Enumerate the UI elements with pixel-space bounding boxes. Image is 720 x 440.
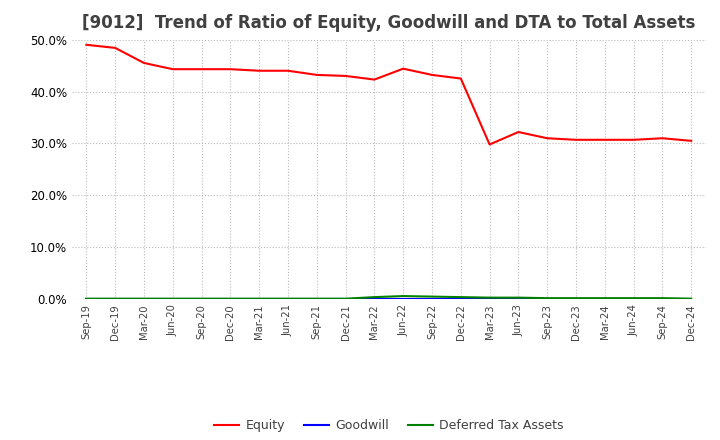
Goodwill — [514, 297, 523, 302]
Deferred Tax Assets — [572, 296, 580, 301]
Equity — [514, 129, 523, 135]
Deferred Tax Assets — [456, 294, 465, 300]
Deferred Tax Assets — [600, 296, 609, 301]
Goodwill — [629, 297, 638, 302]
Equity — [485, 142, 494, 147]
Goodwill — [456, 297, 465, 302]
Equity — [284, 68, 292, 73]
Goodwill — [399, 297, 408, 302]
Equity — [658, 136, 667, 141]
Goodwill — [572, 297, 580, 302]
Equity — [82, 42, 91, 48]
Goodwill — [140, 297, 148, 302]
Deferred Tax Assets — [255, 296, 264, 301]
Deferred Tax Assets — [428, 294, 436, 299]
Goodwill — [168, 297, 177, 302]
Equity — [543, 136, 552, 141]
Title: [9012]  Trend of Ratio of Equity, Goodwill and DTA to Total Assets: [9012] Trend of Ratio of Equity, Goodwil… — [82, 15, 696, 33]
Equity — [600, 137, 609, 143]
Equity — [687, 138, 696, 143]
Deferred Tax Assets — [140, 296, 148, 301]
Goodwill — [341, 297, 350, 302]
Equity — [341, 73, 350, 79]
Equity — [140, 60, 148, 66]
Deferred Tax Assets — [284, 296, 292, 301]
Deferred Tax Assets — [399, 293, 408, 299]
Deferred Tax Assets — [341, 296, 350, 301]
Equity — [226, 66, 235, 72]
Goodwill — [82, 297, 91, 302]
Equity — [629, 137, 638, 143]
Equity — [572, 137, 580, 143]
Goodwill — [600, 297, 609, 302]
Deferred Tax Assets — [82, 296, 91, 301]
Deferred Tax Assets — [687, 296, 696, 301]
Equity — [111, 45, 120, 51]
Equity — [255, 68, 264, 73]
Equity — [456, 76, 465, 81]
Deferred Tax Assets — [370, 294, 379, 300]
Line: Equity: Equity — [86, 45, 691, 144]
Deferred Tax Assets — [111, 296, 120, 301]
Equity — [370, 77, 379, 82]
Deferred Tax Assets — [485, 295, 494, 300]
Deferred Tax Assets — [312, 296, 321, 301]
Goodwill — [226, 297, 235, 302]
Equity — [428, 72, 436, 77]
Deferred Tax Assets — [168, 296, 177, 301]
Legend: Equity, Goodwill, Deferred Tax Assets: Equity, Goodwill, Deferred Tax Assets — [210, 414, 568, 437]
Goodwill — [284, 297, 292, 302]
Goodwill — [543, 297, 552, 302]
Goodwill — [111, 297, 120, 302]
Goodwill — [312, 297, 321, 302]
Goodwill — [428, 297, 436, 302]
Equity — [197, 66, 206, 72]
Goodwill — [255, 297, 264, 302]
Goodwill — [197, 297, 206, 302]
Goodwill — [370, 297, 379, 302]
Deferred Tax Assets — [658, 296, 667, 301]
Goodwill — [687, 297, 696, 302]
Deferred Tax Assets — [514, 295, 523, 300]
Deferred Tax Assets — [543, 296, 552, 301]
Goodwill — [485, 297, 494, 302]
Deferred Tax Assets — [226, 296, 235, 301]
Equity — [168, 66, 177, 72]
Goodwill — [658, 297, 667, 302]
Equity — [312, 72, 321, 77]
Deferred Tax Assets — [197, 296, 206, 301]
Line: Deferred Tax Assets: Deferred Tax Assets — [86, 296, 691, 299]
Equity — [399, 66, 408, 71]
Deferred Tax Assets — [629, 296, 638, 301]
